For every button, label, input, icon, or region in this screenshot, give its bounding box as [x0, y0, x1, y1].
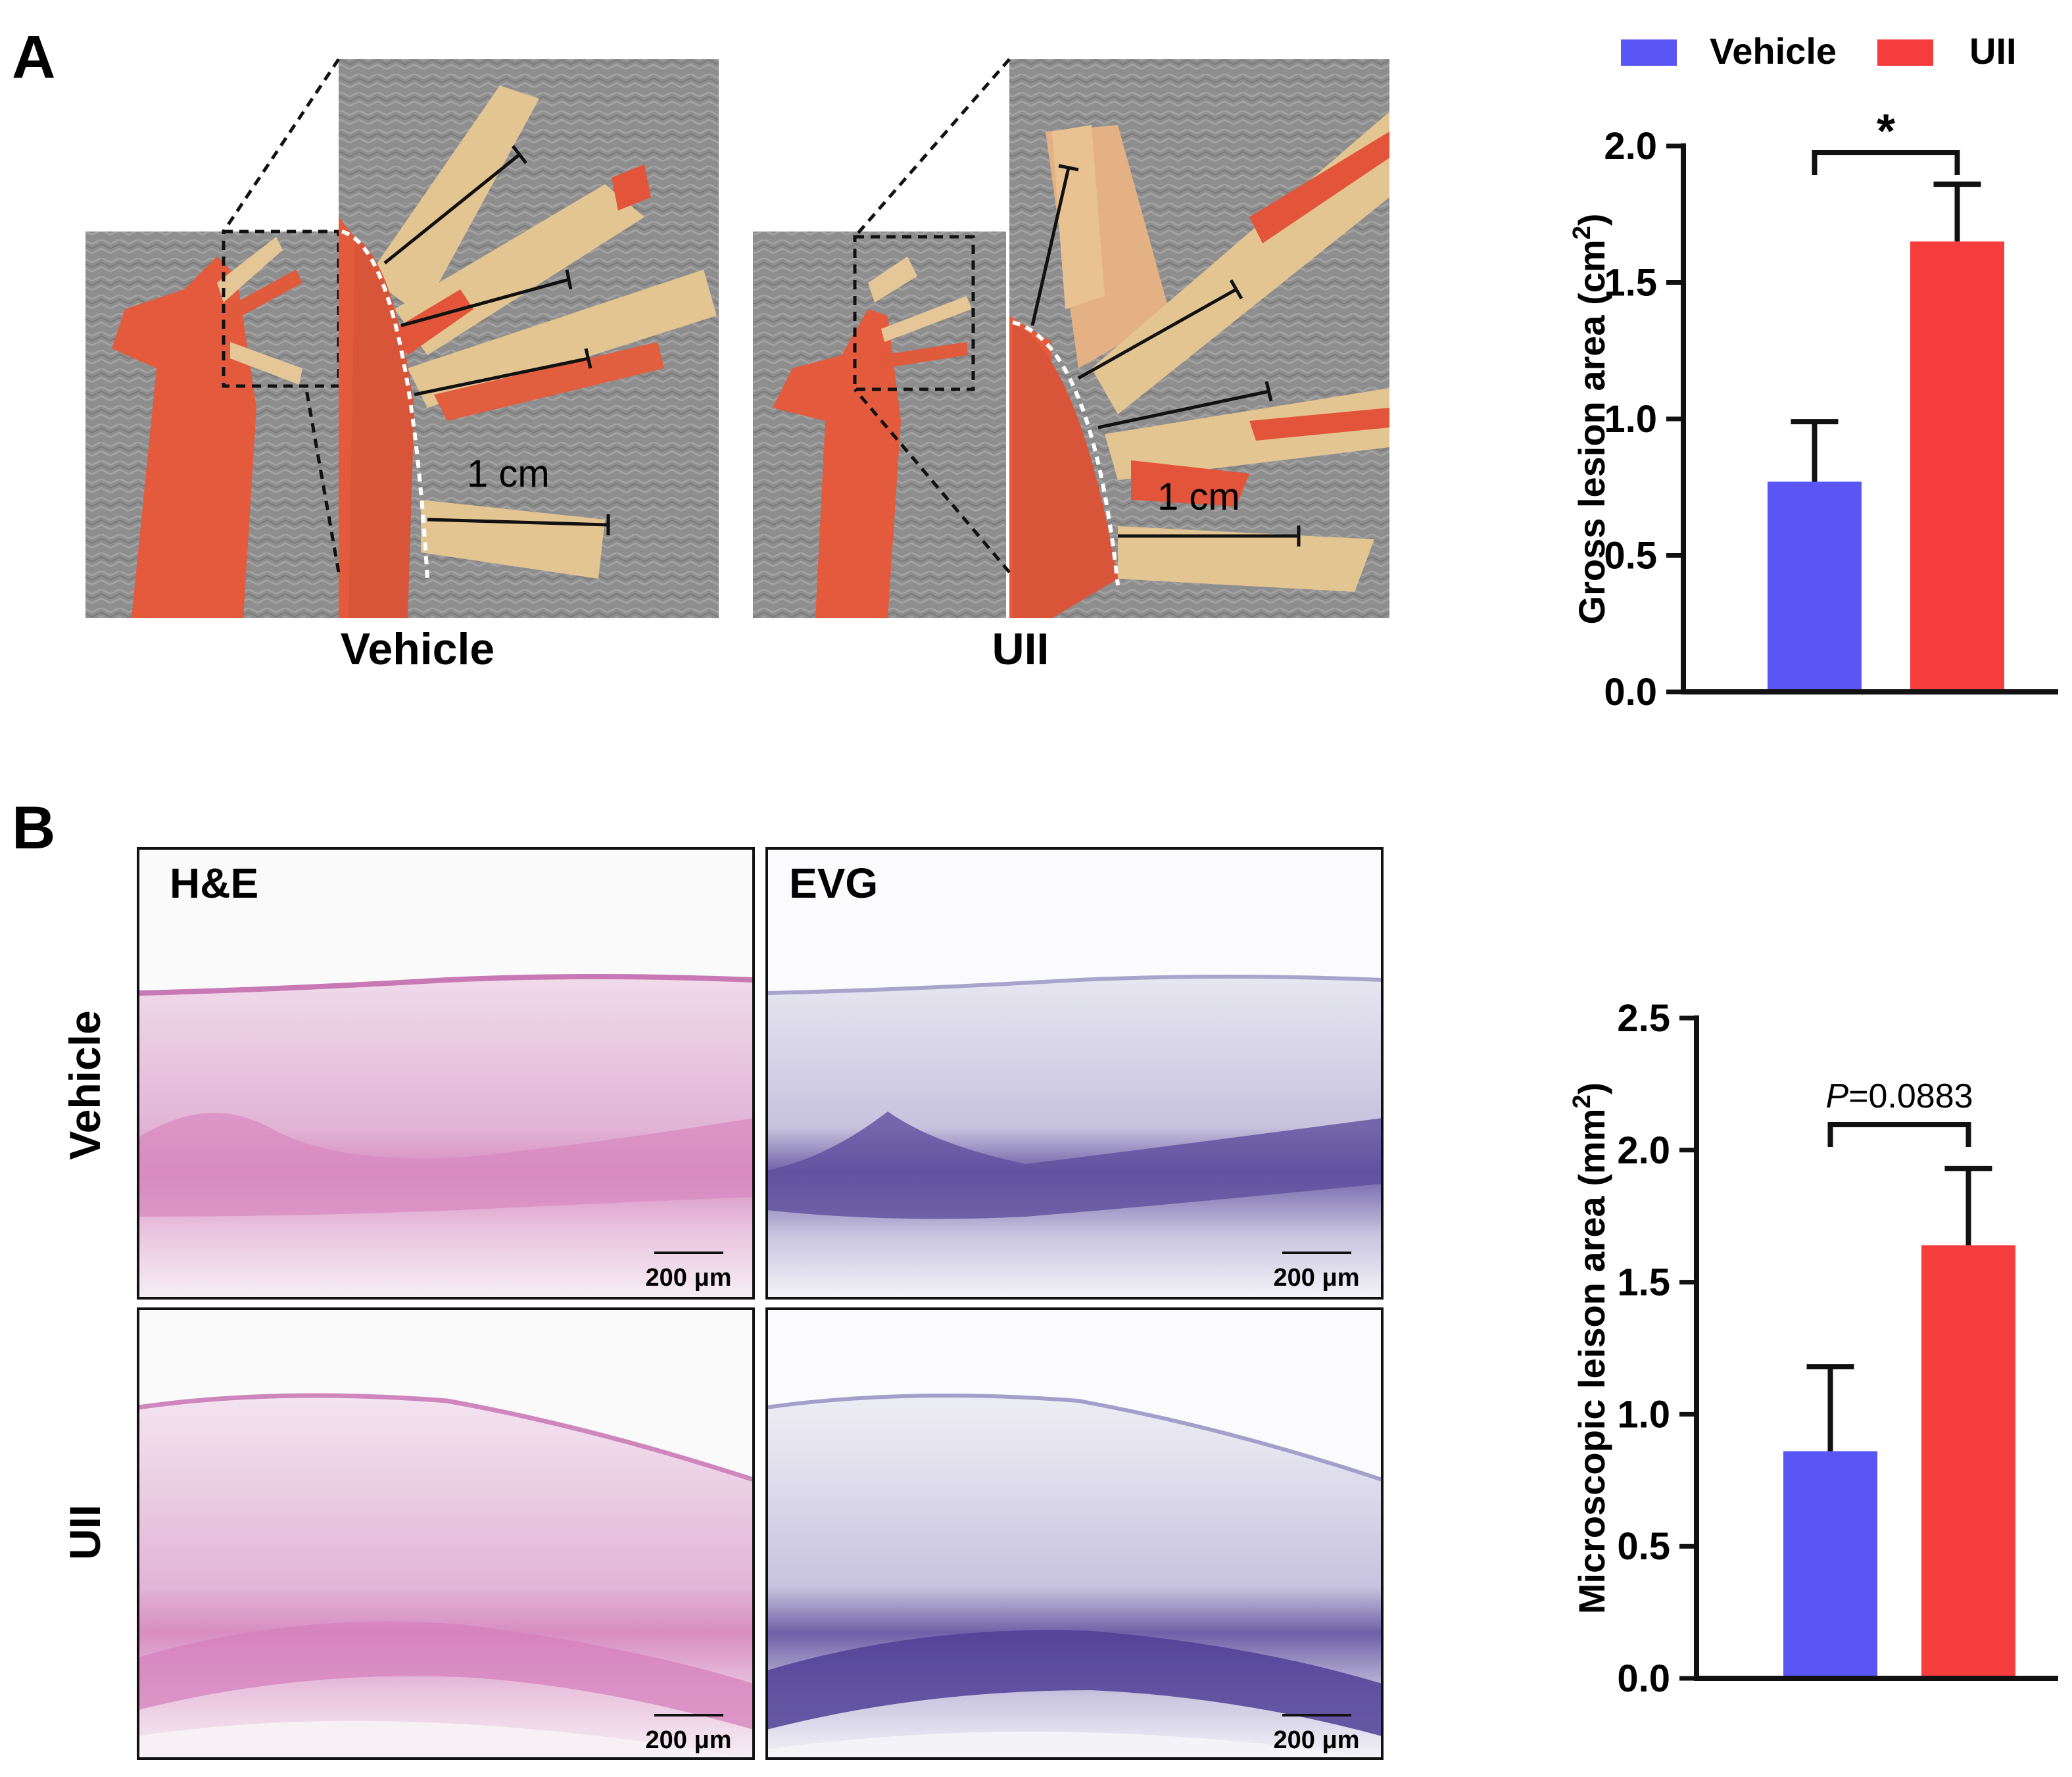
panel-b-label: B — [12, 794, 55, 862]
bar-vehicle — [1768, 481, 1862, 692]
panel-a-label: A — [12, 24, 55, 91]
scale-bar-label: 200 μm — [646, 1726, 732, 1754]
p-value-label: P=0.0883 — [1825, 1077, 1973, 1115]
stain-label-evg: EVG — [789, 860, 878, 907]
row-label-vehicle: Vehicle — [60, 1010, 109, 1160]
y-tick-label: 1.0 — [1604, 398, 1657, 441]
scale-bar-label: 200 μm — [646, 1264, 732, 1292]
significance-bracket — [1827, 1122, 1971, 1147]
y-tick-label: 2.5 — [1617, 997, 1670, 1040]
y-tick-label: 2.0 — [1604, 125, 1657, 168]
gross-lesion-chart: 0.0 0.5 1.0 1.5 2.0 Gross lesion area (cm2) * — [1568, 105, 2058, 714]
y-tick-label: 0.5 — [1604, 535, 1657, 577]
significance-bracket — [1812, 150, 1960, 175]
legend-label-vehicle: Vehicle — [1710, 30, 1837, 72]
legend-swatch-vehicle — [1621, 39, 1677, 66]
uii-aorta-photo — [753, 231, 1006, 618]
significance-mark: * — [1877, 105, 1895, 158]
bar-vehicle — [1783, 1451, 1877, 1678]
row-label-uii: UII — [60, 1505, 109, 1560]
histology-uii-evg: 200 μm — [765, 1307, 1384, 1760]
legend-label-uii: UII — [1969, 30, 2017, 72]
legend-swatch-uii — [1877, 39, 1933, 66]
photo-uii-caption: UII — [992, 624, 1049, 674]
y-tick-label: 0.5 — [1617, 1525, 1670, 1568]
vehicle-scale-bar-label: 1 cm — [467, 452, 550, 495]
vehicle-aorta-photo — [85, 230, 341, 618]
legend: Vehicle UII — [1621, 30, 2017, 72]
stain-label-he: H&E — [170, 860, 258, 907]
y-tick-label: 0.0 — [1617, 1657, 1670, 1700]
y-tick-label: 0.0 — [1604, 671, 1657, 714]
histology-uii-he: 200 μm — [137, 1307, 755, 1760]
scale-bar-label: 200 μm — [1274, 1726, 1360, 1754]
y-tick-label: 1.5 — [1604, 262, 1657, 304]
uii-aorta-magnified-photo: 1 cm — [854, 58, 1389, 618]
y-tick-label: 2.0 — [1617, 1129, 1670, 1172]
bar-uii — [1910, 241, 2004, 692]
uii-scale-bar-label: 1 cm — [1157, 475, 1240, 518]
histology-vehicle-he: H&E 200 μm — [137, 847, 755, 1300]
photo-vehicle-caption: Vehicle — [341, 624, 494, 674]
vehicle-aorta-magnified-photo: 1 cm — [222, 58, 719, 618]
y-tick-label: 1.0 — [1617, 1393, 1670, 1436]
scale-bar-label: 200 μm — [1274, 1264, 1360, 1292]
y-axis-label: Microscopic leison area (mm2) — [1568, 1083, 1612, 1615]
histology-vehicle-evg: EVG 200 μm — [765, 847, 1384, 1300]
y-tick-label: 1.5 — [1617, 1261, 1670, 1304]
y-axis-label: Gross lesion area (cm2) — [1568, 214, 1612, 625]
bar-uii — [1921, 1245, 2015, 1678]
